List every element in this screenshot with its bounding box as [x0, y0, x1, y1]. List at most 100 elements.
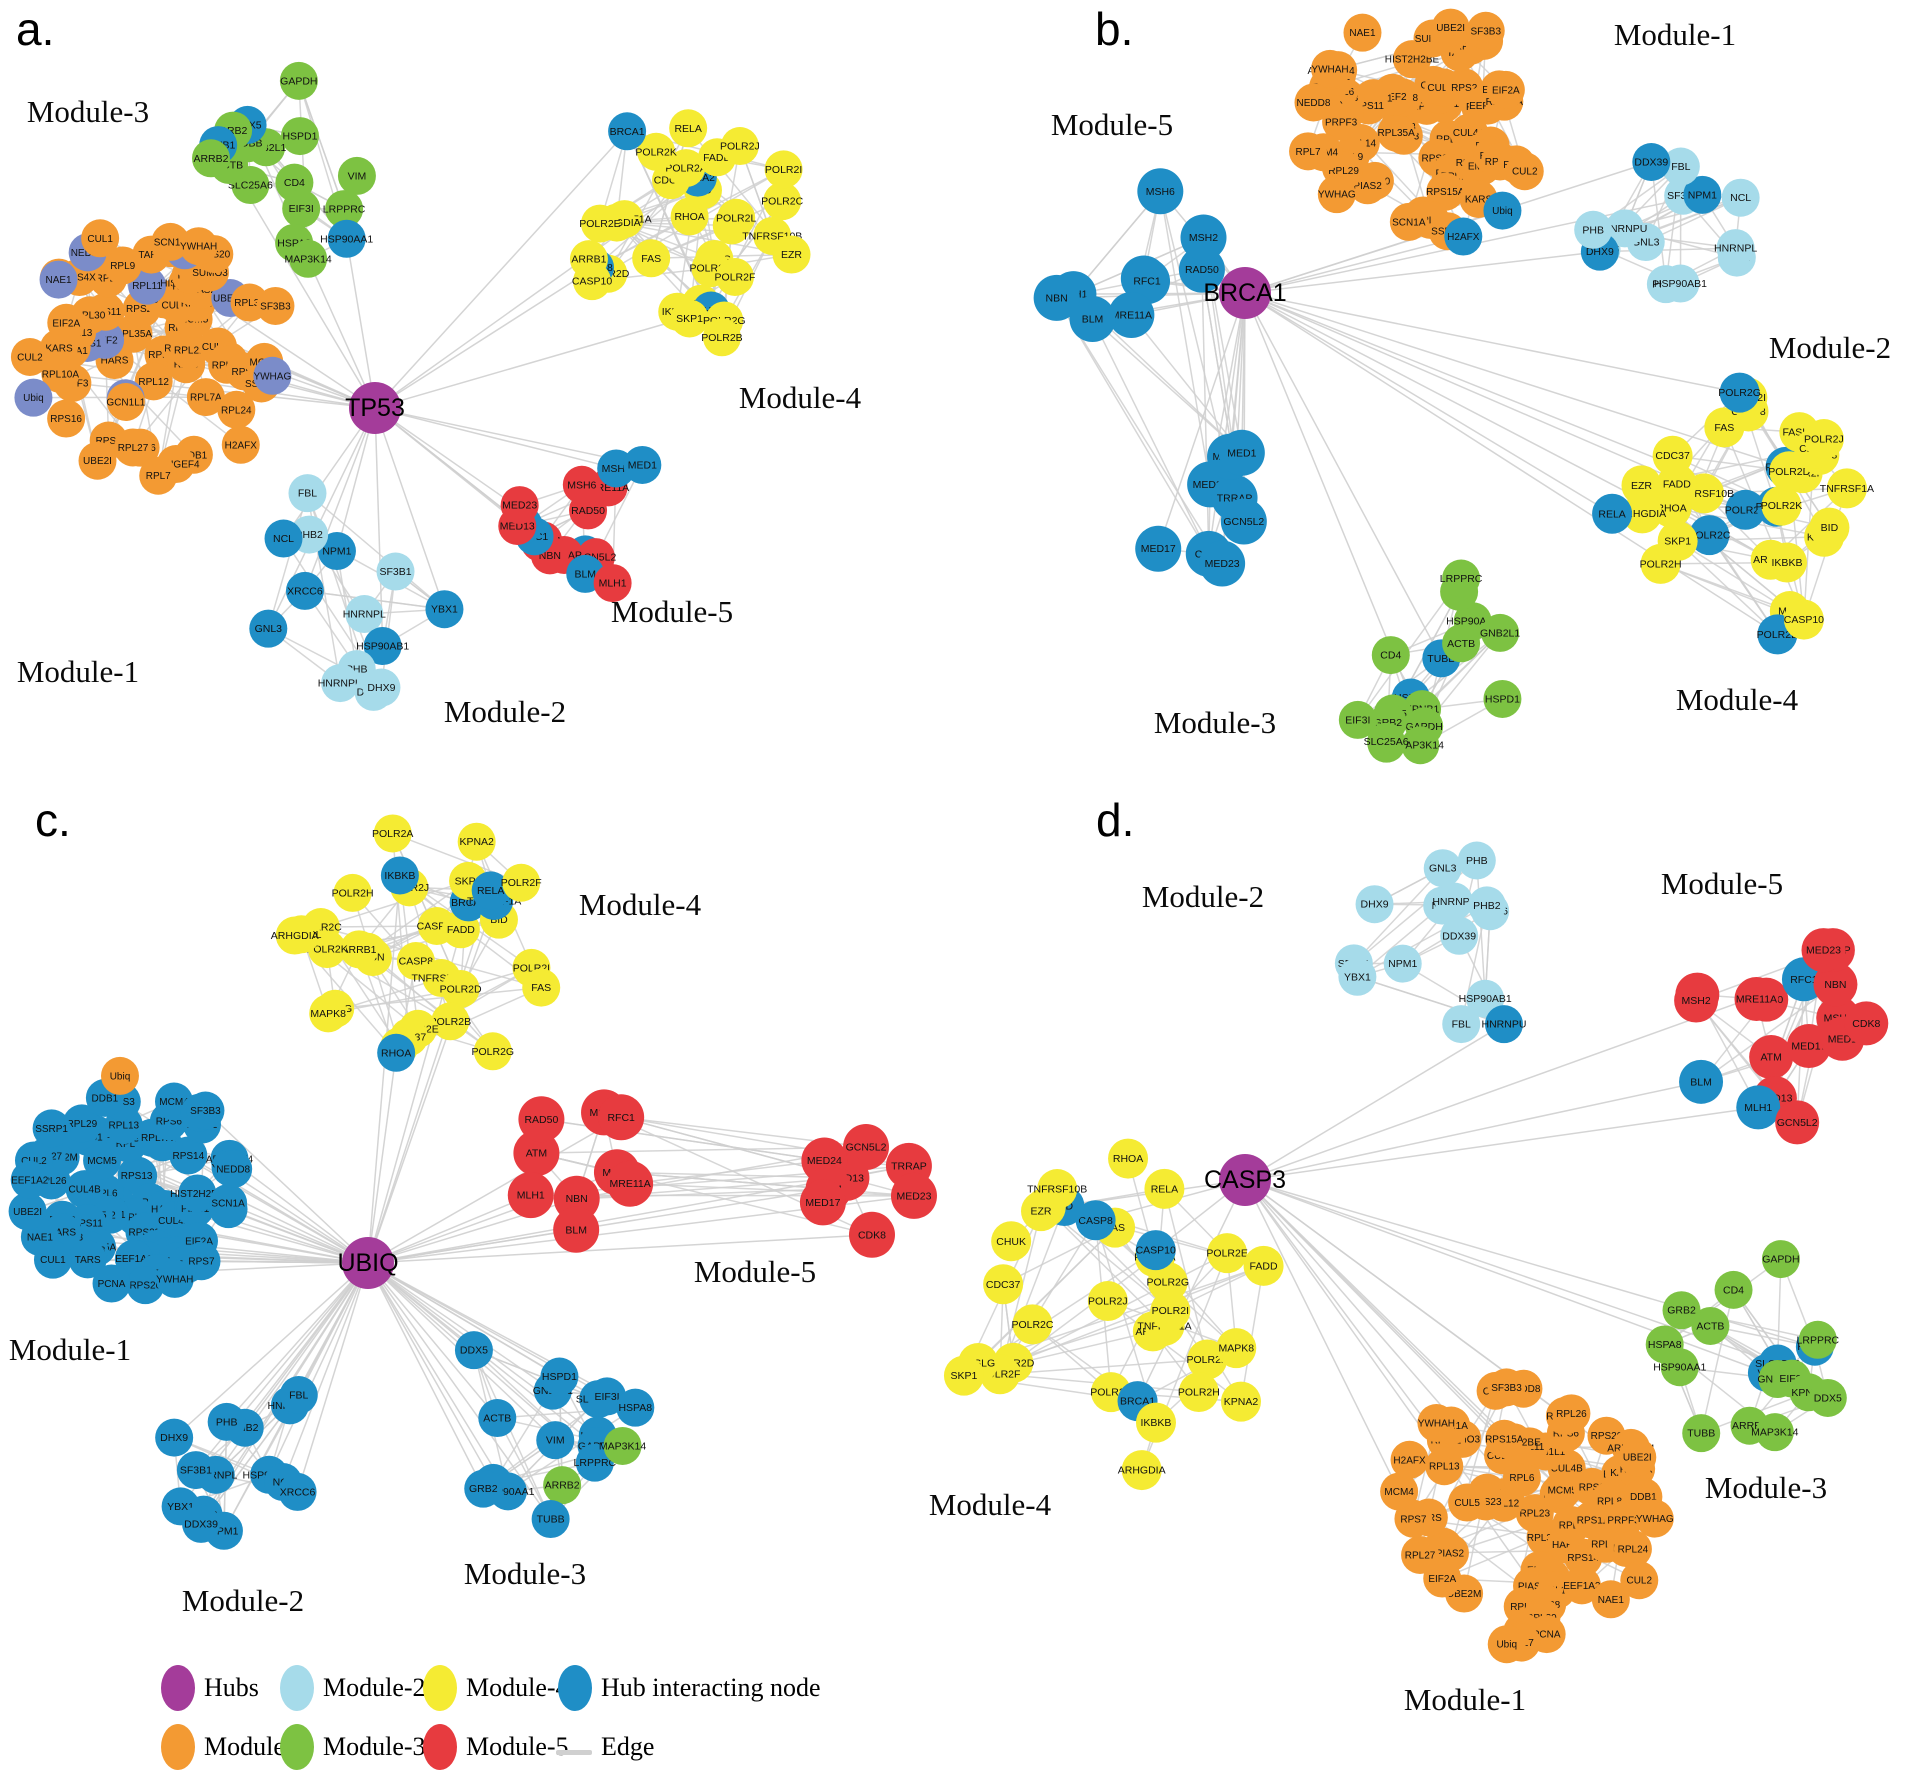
node-LRPPRC[interactable] [575, 1443, 614, 1482]
node-POLR2J[interactable] [720, 127, 759, 166]
node-MLH1[interactable] [1736, 1085, 1781, 1130]
node-SF3B3[interactable] [1466, 11, 1505, 50]
node-POLR2F[interactable] [715, 257, 754, 296]
node-POLR2I[interactable] [1150, 1290, 1191, 1331]
node-ATM[interactable] [513, 1130, 560, 1177]
node-KPNA2[interactable] [457, 822, 496, 861]
node-BRCA1[interactable] [608, 112, 647, 151]
node-HIST2H2BE[interactable] [178, 1174, 217, 1213]
node-DDX39[interactable] [182, 1504, 221, 1543]
node-RPL21[interactable] [170, 330, 209, 369]
node-RPS16[interactable] [47, 399, 86, 438]
node-PHB[interactable] [207, 1402, 246, 1441]
node-ARHGDIA[interactable] [1622, 493, 1663, 534]
node-CDC37[interactable] [1652, 435, 1693, 476]
node-CUL2[interactable] [10, 337, 49, 376]
node-MSH2[interactable] [1674, 978, 1719, 1023]
node-SLC25A6[interactable] [1367, 722, 1406, 761]
node-SSRP1[interactable] [32, 1109, 71, 1148]
node-SF3B3[interactable] [1487, 1368, 1526, 1407]
node-BID[interactable] [1809, 507, 1850, 548]
node-Ubiq[interactable] [1483, 191, 1522, 230]
node-TNFRSF1A[interactable] [1826, 468, 1867, 509]
node-EIF2A[interactable] [1486, 70, 1525, 109]
node-H2AFX[interactable] [1444, 217, 1483, 256]
node-MED23[interactable] [1199, 540, 1246, 587]
node-GCN5L2[interactable] [1220, 498, 1267, 545]
node-HSPD1[interactable] [280, 117, 319, 156]
node-BLM[interactable] [1069, 295, 1116, 342]
node-LRPPRC[interactable] [325, 190, 364, 229]
node-MSH6[interactable] [1137, 168, 1184, 215]
node-Ubiq[interactable] [100, 1056, 139, 1095]
node-RPL35A[interactable] [1377, 113, 1416, 152]
node-DDX39[interactable] [1632, 142, 1671, 181]
node-RPS20[interactable] [126, 1266, 165, 1305]
node-CHUK[interactable] [991, 1221, 1032, 1262]
node-RELA[interactable] [669, 109, 708, 148]
node-GNL3[interactable] [249, 609, 288, 648]
node-RAD50[interactable] [518, 1096, 565, 1143]
node-HSPD1[interactable] [1483, 679, 1522, 718]
node-PCNA[interactable] [92, 1264, 131, 1303]
node-CD4[interactable] [1371, 636, 1410, 675]
node-ATM[interactable] [1749, 1035, 1794, 1080]
node-SKP1[interactable] [670, 299, 709, 338]
node-MED1[interactable] [623, 445, 662, 484]
node-POLR2C[interactable] [763, 182, 802, 221]
node-EEF1A2[interactable] [10, 1160, 49, 1199]
node-UBE2I[interactable] [1618, 1438, 1657, 1477]
node-RPL26[interactable] [1552, 1394, 1591, 1433]
node-HSPA8[interactable] [1645, 1325, 1684, 1364]
node-GCN5L2[interactable] [1775, 1100, 1820, 1145]
node-GNL3[interactable] [1423, 849, 1462, 888]
node-RPL24[interactable] [1613, 1530, 1652, 1569]
node-POLR2H[interactable] [1178, 1372, 1219, 1413]
node-RELA[interactable] [1144, 1168, 1185, 1209]
node-IKBKB[interactable] [1135, 1402, 1176, 1443]
node-RPS15A[interactable] [1426, 172, 1465, 211]
node-MED23[interactable] [1801, 928, 1846, 973]
node-DHX9[interactable] [155, 1418, 194, 1457]
node-Ubiq[interactable] [1487, 1625, 1526, 1664]
node-POLR2K[interactable] [1761, 485, 1802, 526]
node-FBL[interactable] [1661, 147, 1700, 186]
node-POLR2E[interactable] [1207, 1233, 1248, 1274]
node-GCN1L1[interactable] [106, 382, 145, 421]
node-RPS15A[interactable] [1485, 1419, 1524, 1458]
hub-BRCA1[interactable] [1219, 267, 1271, 319]
node-MED23[interactable] [890, 1172, 937, 1219]
node-SCN1A[interactable] [151, 222, 190, 261]
node-POLR2A[interactable] [373, 814, 412, 853]
node-XRCC6[interactable] [278, 1472, 317, 1511]
node-MAP3K14[interactable] [1401, 726, 1440, 765]
node-NAE1[interactable] [1591, 1580, 1630, 1619]
node-POLR2G[interactable] [473, 1032, 512, 1071]
node-GAPDH[interactable] [279, 61, 318, 100]
node-SF3B1[interactable] [376, 552, 415, 591]
node-NBN[interactable] [1033, 274, 1080, 321]
node-HSP90AB1[interactable] [1661, 264, 1700, 303]
node-EEF1A2[interactable] [1562, 1566, 1601, 1605]
node-NCL[interactable] [264, 519, 303, 558]
hub-CASP3[interactable] [1219, 1154, 1271, 1206]
node-POLR2B[interactable] [702, 318, 741, 357]
node-EIF3I[interactable] [1338, 700, 1377, 739]
node-CUL2[interactable] [1620, 1561, 1659, 1600]
node-YWHAH[interactable] [179, 227, 218, 266]
node-HNRNPU[interactable] [1484, 1005, 1523, 1044]
node-ARRB1[interactable] [340, 930, 379, 969]
node-DDX5[interactable] [1808, 1378, 1847, 1417]
node-MED23[interactable] [500, 486, 539, 525]
node-ARHGDIA[interactable] [275, 916, 314, 955]
node-SF3B1[interactable] [176, 1451, 215, 1490]
node-SKP1[interactable] [943, 1355, 984, 1396]
node-CUL1[interactable] [33, 1240, 72, 1279]
node-MAP3K14[interactable] [603, 1426, 642, 1465]
node-TUBB[interactable] [1682, 1414, 1721, 1453]
node-POLR2D[interactable] [441, 969, 480, 1008]
node-UBE2I[interactable] [8, 1192, 47, 1231]
node-POLR2E[interactable] [580, 204, 619, 243]
node-PHB[interactable] [1457, 841, 1496, 880]
node-MED1[interactable] [1218, 429, 1265, 476]
